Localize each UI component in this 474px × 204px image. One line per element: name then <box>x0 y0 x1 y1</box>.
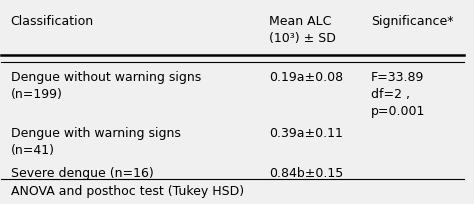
Text: F=33.89
df=2 ,
p=0.001: F=33.89 df=2 , p=0.001 <box>371 71 426 118</box>
Text: Dengue without warning signs
(n=199): Dengue without warning signs (n=199) <box>10 71 201 101</box>
Text: 0.84b±0.15: 0.84b±0.15 <box>269 167 344 180</box>
Text: Classification: Classification <box>10 16 94 29</box>
Text: 0.39a±0.11: 0.39a±0.11 <box>269 127 343 140</box>
Text: Mean ALC
(10³) ± SD: Mean ALC (10³) ± SD <box>269 16 337 45</box>
Text: Severe dengue (n=16): Severe dengue (n=16) <box>10 167 154 180</box>
Text: Significance*: Significance* <box>371 16 454 29</box>
Text: ANOVA and posthoc test (Tukey HSD): ANOVA and posthoc test (Tukey HSD) <box>10 184 244 197</box>
Text: 0.19a±0.08: 0.19a±0.08 <box>269 71 344 84</box>
Text: Dengue with warning signs
(n=41): Dengue with warning signs (n=41) <box>10 127 181 157</box>
